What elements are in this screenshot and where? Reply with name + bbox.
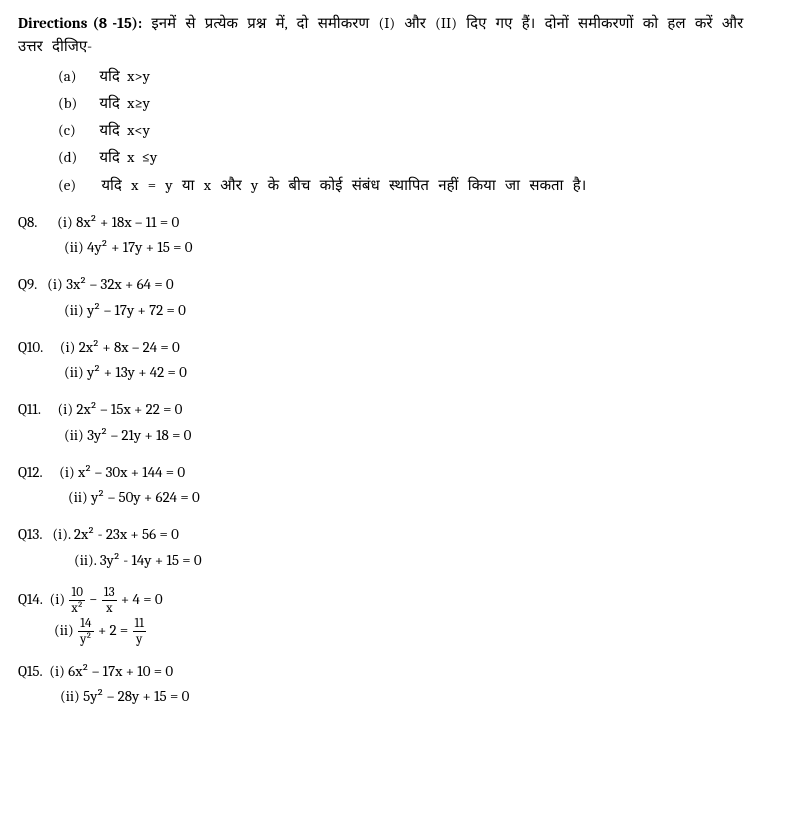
fraction-1: 10x² [69, 586, 85, 615]
equation-ii: (ii) y² – 50y + 624 = 0 [68, 486, 772, 509]
question-number: Q9. [18, 275, 37, 293]
option-e: (e) यदि x = y या x और y के बीच कोई संबंध… [58, 174, 772, 197]
option-text: यदि x = y या x और y के बीच कोई संबंध स्थ… [101, 176, 586, 194]
equation-ii: (ii) 5y² – 28y + 15 = 0 [60, 685, 772, 708]
question-number: Q8. [18, 213, 37, 231]
question-10: Q10. (i) 2x² + 8x – 24 = 0 (ii) y² + 13y… [18, 336, 772, 385]
option-label: (d) [58, 146, 92, 169]
equation-ii: (ii) y² + 13y + 42 = 0 [64, 361, 772, 384]
question-14: Q14. (i) 10x² − 13x + 4 = 0 (ii) 14y² + … [18, 586, 772, 646]
option-b: (b) यदि x≥y [58, 92, 772, 115]
directions-block: Directions (8 -15): इनमें से प्रत्येक प्… [18, 12, 772, 59]
eq-ii-prefix: (ii) [54, 621, 77, 639]
option-label: (a) [58, 65, 92, 88]
equation-i: (i) 3x² – 32x + 64 = 0 [47, 273, 174, 296]
equation-ii: (ii) 3y² – 21y + 18 = 0 [64, 424, 772, 447]
question-12: Q12. (i) x² – 30x + 144 = 0 (ii) y² – 50… [18, 461, 772, 510]
equation-i: (i) 2x² + 8x – 24 = 0 [60, 336, 180, 359]
question-number: Q13. [18, 525, 42, 543]
eq-i-suffix: + 4 = 0 [118, 590, 163, 608]
equation-i: (i) 8x² + 18x – 11 = 0 [57, 211, 179, 234]
question-9: Q9. (i) 3x² – 32x + 64 = 0 (ii) y² – 17y… [18, 273, 772, 322]
option-c: (c) यदि x<y [58, 119, 772, 142]
question-11: Q11. (i) 2x² – 15x + 22 = 0 (ii) 3y² – 2… [18, 398, 772, 447]
question-number: Q10. [18, 338, 43, 356]
question-15: Q15. (i) 6x² – 17x + 10 = 0 (ii) 5y² – 2… [18, 660, 772, 709]
eq-mid1: − [86, 590, 101, 608]
option-text: यदि x ≤y [99, 148, 157, 166]
eq-mid2: + 2 = [95, 621, 132, 639]
fraction-2: 13x [102, 586, 117, 615]
equation-ii: (ii) y² – 17y + 72 = 0 [64, 299, 772, 322]
equation-ii: (ii) 4y² + 17y + 15 = 0 [64, 236, 772, 259]
equation-ii: (ii). 3y² - 14y + 15 = 0 [74, 549, 772, 572]
equation-i: (i) 6x² – 17x + 10 = 0 [49, 660, 173, 683]
option-a: (a) यदि x>y [58, 65, 772, 88]
option-text: यदि x<y [99, 121, 150, 139]
fraction-4: 11y [133, 617, 146, 646]
option-d: (d) यदि x ≤y [58, 146, 772, 169]
directions-label: Directions (8 -15): [18, 14, 142, 32]
equation-i: (i) 2x² – 15x + 22 = 0 [57, 398, 182, 421]
equation-i: (i). 2x² - 23x + 56 = 0 [52, 523, 179, 546]
option-text: यदि x≥y [99, 94, 150, 112]
equation-i-line: Q14. (i) 10x² − 13x + 4 = 0 [18, 586, 772, 615]
equation-i: (i) x² – 30x + 144 = 0 [59, 461, 185, 484]
question-number: Q15. [18, 662, 43, 680]
question-number: Q14. [18, 590, 43, 608]
question-8: Q8. (i) 8x² + 18x – 11 = 0 (ii) 4y² + 17… [18, 211, 772, 260]
option-label: (b) [58, 92, 92, 115]
question-number: Q11. [18, 400, 41, 418]
fraction-3: 14y² [78, 617, 94, 646]
option-label: (e) [58, 174, 92, 197]
option-label: (c) [58, 119, 92, 142]
option-text: यदि x>y [99, 67, 150, 85]
eq-i-prefix: (i) [50, 590, 69, 608]
equation-ii-line: (ii) 14y² + 2 = 11y [54, 617, 772, 646]
question-13: Q13. (i). 2x² - 23x + 56 = 0 (ii). 3y² -… [18, 523, 772, 572]
options-block: (a) यदि x>y (b) यदि x≥y (c) यदि x<y (d) … [58, 65, 772, 197]
question-number: Q12. [18, 463, 43, 481]
